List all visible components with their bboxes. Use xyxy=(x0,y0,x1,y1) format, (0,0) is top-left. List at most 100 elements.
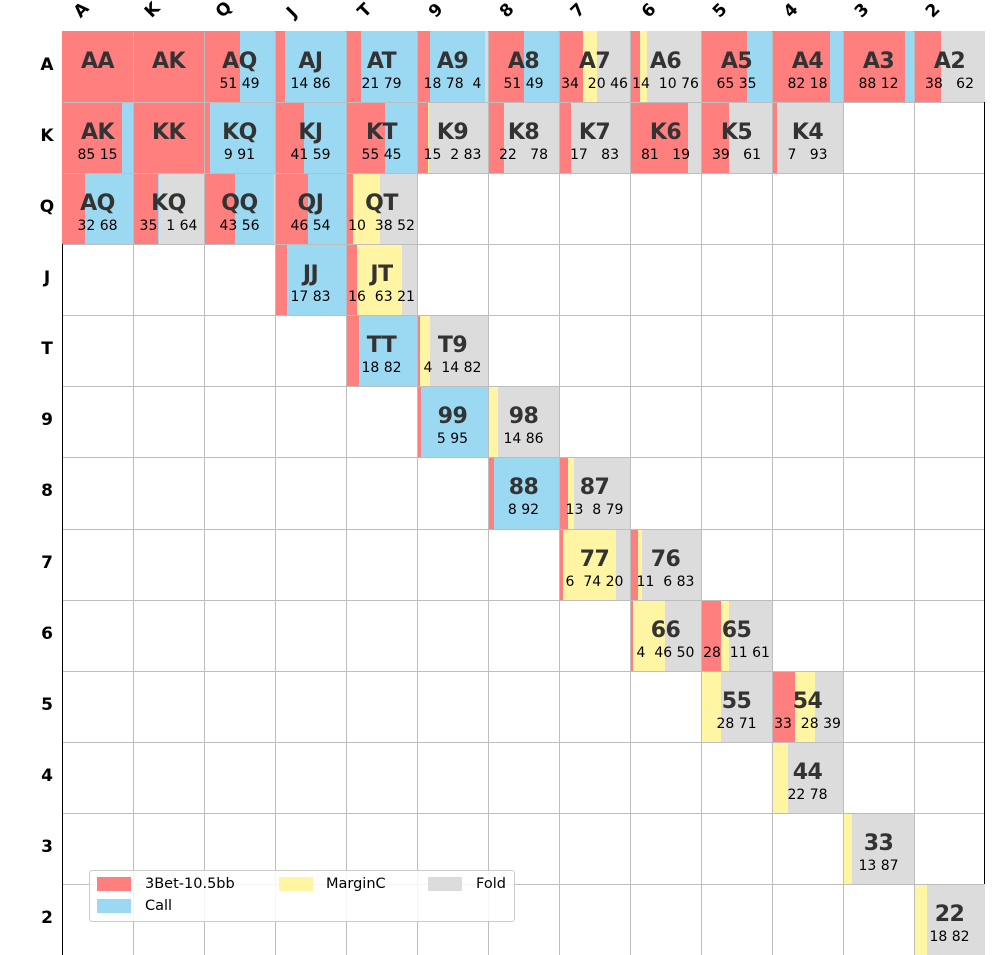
hand-cell-77: 77 6 74 20 xyxy=(559,528,630,600)
hand-label: QT xyxy=(365,191,398,217)
frequency-label: 11 6 83 xyxy=(636,573,695,590)
frequency-label: 13 8 79 xyxy=(565,502,624,519)
freq-bar-fold xyxy=(485,31,488,103)
column-label: 4 xyxy=(779,0,803,22)
freq-bar-marginc xyxy=(795,670,816,742)
row-label: K xyxy=(40,126,54,147)
hand-cell-55: 55 28 71 xyxy=(701,670,772,742)
hand-cell-A4: A4 82 18 xyxy=(772,31,843,103)
gridline-vertical xyxy=(914,32,915,955)
hand-cell-AJ: AJ 14 86 xyxy=(275,31,346,103)
freq-bar-3bet-10-5bb xyxy=(275,31,285,103)
frequency-label: 43 56 xyxy=(219,218,260,235)
gridline-vertical xyxy=(417,32,418,955)
gridline-horizontal xyxy=(63,386,984,388)
frequency-label: 51 49 xyxy=(219,76,260,92)
row-label: 2 xyxy=(41,907,53,928)
freq-bar-marginc xyxy=(772,741,788,813)
frequency-label: 13 87 xyxy=(858,857,899,874)
freq-bar-marginc xyxy=(637,528,643,600)
freq-bar-fold xyxy=(665,599,701,671)
row-label: 8 xyxy=(41,481,53,502)
freq-bar-marginc xyxy=(568,457,574,529)
freq-bar-call xyxy=(524,31,559,103)
hand-cell-K9: K9 15 2 83 xyxy=(417,102,488,174)
gridline-vertical xyxy=(133,32,134,955)
freq-bar-marginc xyxy=(427,102,430,174)
hand-label: AT xyxy=(366,49,397,74)
hand-label: K4 xyxy=(791,120,824,146)
hand-cell-A6: A6 14 10 76 xyxy=(630,31,701,103)
hand-label: TT xyxy=(366,333,397,359)
frequency-label: 14 10 76 xyxy=(632,76,699,92)
row-label: 3 xyxy=(41,836,53,857)
hand-label: K9 xyxy=(436,120,469,146)
hand-label: AA xyxy=(80,49,115,74)
hand-label: 55 xyxy=(721,688,752,714)
gridline-vertical xyxy=(701,32,702,955)
freq-bar-marginc xyxy=(639,31,648,103)
freq-bar-call xyxy=(429,31,486,103)
hand-cell-JJ: JJ 17 83 xyxy=(275,244,346,316)
frequency-label: 17 83 xyxy=(570,147,619,164)
freq-bar-marginc xyxy=(357,244,403,316)
freq-bar-marginc xyxy=(720,599,729,671)
hand-cell-AK: AK 85 15 xyxy=(62,102,133,174)
column-label: Q xyxy=(211,0,237,22)
freq-bar-3bet-10-5bb xyxy=(417,386,421,458)
freq-bar-call xyxy=(830,31,843,103)
hand-label: AQ xyxy=(222,49,257,74)
freq-bar-fold xyxy=(647,31,701,103)
freq-bar-3bet-10-5bb xyxy=(417,31,430,103)
frequency-label: 28 71 xyxy=(716,715,757,732)
hand-label: K7 xyxy=(578,120,611,146)
frequency-label: 22 78 xyxy=(787,786,828,803)
hand-label: KJ xyxy=(298,120,323,146)
frequency-label: 5 95 xyxy=(436,431,469,448)
freq-bar-3bet-10-5bb xyxy=(346,244,358,316)
hand-label: AQ xyxy=(80,191,115,217)
freq-bar-3bet-10-5bb xyxy=(772,31,831,103)
column-label: 7 xyxy=(566,0,590,22)
freq-bar-fold xyxy=(721,670,772,742)
freq-bar-call xyxy=(905,31,914,103)
gridline-horizontal xyxy=(63,173,984,175)
freq-bar-fold xyxy=(926,883,985,955)
hand-label: 44 xyxy=(792,759,823,785)
frequency-label: 28 11 61 xyxy=(703,644,770,661)
hand-cell-A8: A8 51 49 xyxy=(488,31,559,103)
hand-cell-76: 76 11 6 83 xyxy=(630,528,701,600)
legend-label: MarginC xyxy=(326,876,386,892)
hand-label: A9 xyxy=(436,49,469,74)
hand-cell-T9: T9 4 14 82 xyxy=(417,315,488,387)
freq-bar-marginc xyxy=(632,599,666,671)
freq-bar-fold xyxy=(429,102,488,174)
hand-label: A2 xyxy=(933,49,966,74)
frequency-label: 16 63 21 xyxy=(348,289,415,306)
hand-label: 99 xyxy=(437,404,468,430)
freq-bar-call xyxy=(234,173,275,245)
freq-bar-3bet-10-5bb xyxy=(133,173,158,245)
freq-bar-3bet-10-5bb xyxy=(559,102,572,174)
row-label: 4 xyxy=(41,765,53,786)
hand-cell-KQ: KQ 9 91 xyxy=(204,102,275,174)
freq-bar-fold xyxy=(571,102,630,174)
frequency-label: 21 79 xyxy=(361,76,402,92)
hand-cell-TT: TT 18 82 xyxy=(346,315,417,387)
column-label: 9 xyxy=(424,0,448,22)
legend-swatch-fold xyxy=(428,877,462,891)
freq-bar-call xyxy=(122,102,133,174)
freq-bar-call xyxy=(493,457,559,529)
frequency-label: 38 62 xyxy=(925,76,974,92)
hand-cell-QT: QT 10 38 52 xyxy=(346,173,417,245)
frequency-label: 6 74 20 xyxy=(565,573,624,590)
hand-cell-K5: K5 39 61 xyxy=(701,102,772,174)
freq-bar-marginc xyxy=(419,315,430,387)
freq-bar-fold xyxy=(597,31,630,103)
legend-label: Fold xyxy=(476,876,506,892)
hand-label: QJ xyxy=(297,191,324,217)
hand-label: AK xyxy=(80,120,115,146)
freq-bar-call xyxy=(240,31,275,103)
freq-bar-fold xyxy=(497,386,559,458)
legend-item-fold: Fold xyxy=(428,876,506,892)
